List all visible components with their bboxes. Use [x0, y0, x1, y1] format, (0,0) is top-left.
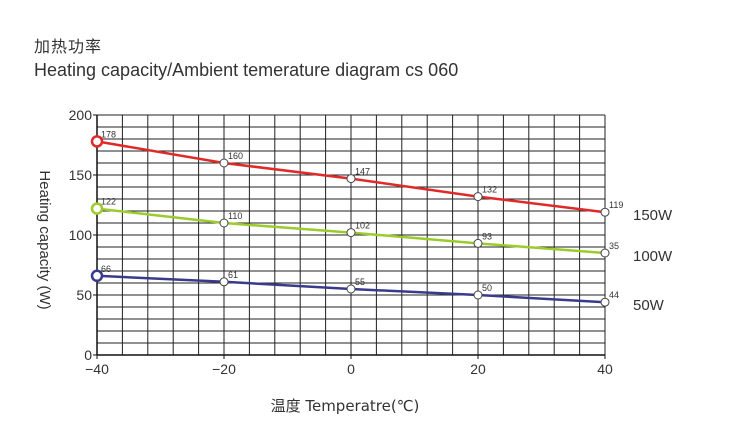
data-label: 119	[609, 200, 623, 210]
y-tick-label: 0	[84, 347, 92, 363]
x-tick-label: −20	[212, 361, 236, 377]
data-label: 35	[609, 241, 619, 251]
series-label: 50W	[633, 297, 665, 314]
data-label: 147	[355, 167, 370, 177]
data-label: 61	[228, 270, 238, 280]
data-point	[473, 290, 483, 300]
series-label: 150W	[633, 207, 673, 224]
data-label: 132	[482, 185, 497, 195]
data-point	[90, 202, 104, 215]
data-point	[346, 174, 356, 184]
data-label: 178	[101, 129, 116, 139]
data-label: 93	[482, 231, 492, 241]
data-point	[90, 269, 104, 283]
chart-title: Heating capacity/Ambient temerature diag…	[34, 60, 459, 80]
y-axis-label: Heating capacity (W)	[36, 170, 53, 309]
data-label: 50	[482, 283, 492, 293]
data-label: 122	[101, 197, 116, 207]
data-point	[90, 135, 104, 148]
data-point	[219, 218, 229, 228]
chart-title-cn: 加热功率	[34, 37, 103, 56]
data-label: 160	[228, 151, 243, 161]
x-axis-label: 温度 Temperatre(℃)	[271, 397, 420, 415]
data-point	[219, 277, 229, 287]
x-tick-label: 20	[470, 361, 486, 377]
data-label: 44	[609, 290, 619, 300]
data-label: 55	[355, 277, 365, 287]
data-label: 102	[355, 221, 370, 231]
data-point	[473, 238, 483, 248]
data-point	[600, 207, 610, 217]
y-tick-label: 200	[69, 107, 93, 123]
chart-ticks: 0 50 100 150 200 −40 −20 0 20 40	[69, 107, 613, 377]
data-point	[346, 228, 356, 238]
data-label: 66	[101, 264, 111, 274]
data-point	[346, 284, 356, 294]
data-point	[219, 158, 229, 168]
y-tick-label: 50	[76, 287, 92, 303]
x-tick-label: 40	[597, 361, 613, 377]
y-tick-label: 100	[69, 227, 93, 243]
data-point	[600, 297, 610, 307]
x-tick-label: −40	[85, 361, 109, 377]
series-label: 100W	[633, 248, 673, 265]
data-point	[600, 248, 610, 258]
data-point	[473, 192, 483, 202]
y-tick-label: 150	[69, 167, 93, 183]
data-label: 110	[228, 211, 242, 221]
chart-series: 178 160 147 132 119 150W 122 110 102 93 35 100W 66 61…	[90, 129, 673, 314]
x-tick-label: 0	[347, 361, 355, 377]
